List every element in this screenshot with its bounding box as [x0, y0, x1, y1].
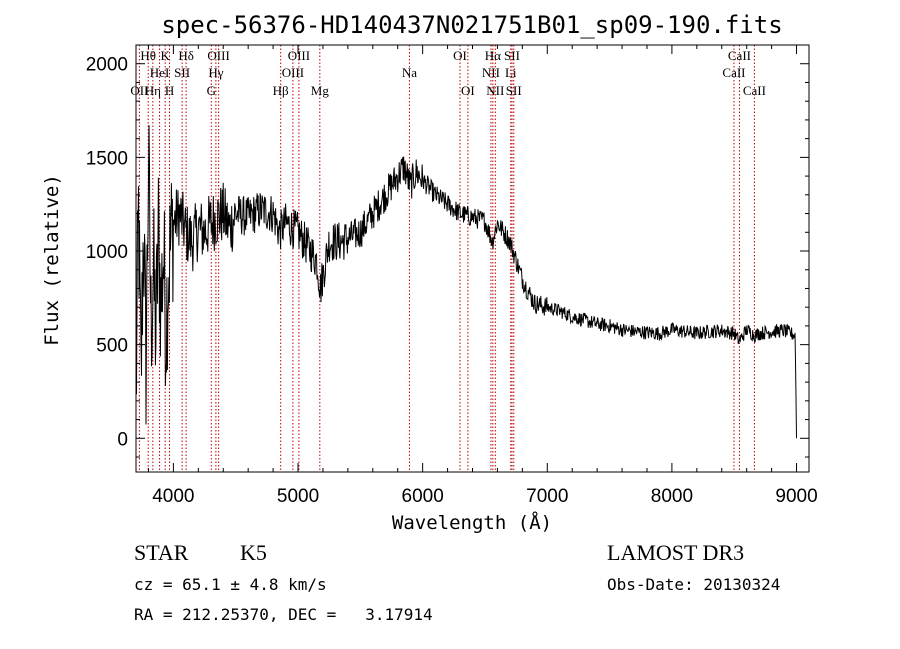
- spectral-line-label: G: [207, 83, 216, 98]
- spectral-line-markers: [138, 45, 755, 472]
- spectral-line-label: Hη: [145, 83, 161, 98]
- y-tick-label: 500: [96, 336, 128, 357]
- y-axis: 0 500 1000 1500 2000: [86, 55, 809, 458]
- coordinates: RA = 212.25370, DEC = 3.17914: [134, 605, 433, 624]
- spectral-line-label: NII: [482, 65, 500, 80]
- x-tick-label: 9000: [775, 486, 817, 507]
- spectral-line-label: H: [165, 83, 174, 98]
- spectral-line-label: CaII: [743, 83, 766, 98]
- x-tick-label: 6000: [402, 486, 444, 507]
- spectral-line-label: CaII: [722, 65, 745, 80]
- spectral-line-label: CaII: [728, 48, 751, 63]
- spectral-line-label: Hδ: [178, 48, 194, 63]
- flux-series-line: [135, 125, 797, 439]
- spectral-line-label: HeI: [150, 65, 170, 80]
- chart-title: spec-56376-HD140437N021751B01_sp09-190.f…: [161, 11, 782, 39]
- spectral-line-label: Hθ: [140, 48, 156, 63]
- spectral-line-label: Li: [505, 65, 517, 80]
- spectral-line-labels: OIIHθHηHeIKHSIIHδGHγOIIIHβOIIIOIIIMgNaOI…: [130, 48, 766, 98]
- x-tick-label: 5000: [277, 486, 319, 507]
- spectral-line-label: SII: [504, 48, 520, 63]
- y-tick-label: 0: [117, 429, 128, 450]
- x-tick-label: 7000: [526, 486, 568, 507]
- spectral-line-label: SII: [174, 65, 190, 80]
- y-tick-label: 2000: [86, 55, 128, 76]
- spectral-line-label: SII: [506, 83, 522, 98]
- object-class: STAR: [134, 540, 189, 565]
- spectral-line-label: NII: [486, 83, 504, 98]
- x-axis-label: Wavelength (Å): [392, 511, 552, 534]
- spectral-line-label: OIII: [288, 48, 310, 63]
- y-axis-label: Flux (relative): [41, 174, 63, 346]
- spectral-line-label: Hβ: [273, 83, 289, 98]
- y-tick-label: 1000: [86, 242, 128, 263]
- spectral-line-label: OIII: [207, 48, 229, 63]
- observation-date: Obs-Date: 20130324: [607, 575, 780, 594]
- redshift-value: cz = 65.1 ± 4.8 km/s: [134, 575, 327, 594]
- spectral-line-label: K: [160, 48, 170, 63]
- plot-frame: [135, 44, 810, 473]
- spectral-line-label: Mg: [311, 83, 330, 98]
- spectral-line-label: OI: [461, 83, 475, 98]
- object-subclass: K5: [240, 540, 267, 565]
- spectral-line-label: OI: [453, 48, 467, 63]
- spectral-line-label: OII: [130, 83, 148, 98]
- y-tick-label: 1500: [86, 148, 128, 169]
- x-tick-label: 8000: [651, 486, 693, 507]
- spectral-line-label: OIII: [282, 65, 304, 80]
- spectral-line-label: Hγ: [208, 65, 223, 80]
- spectral-line-label: Na: [402, 65, 417, 80]
- x-axis: 4000 5000 6000 7000 8000 9000: [147, 45, 818, 507]
- spectral-line-label: Hα: [485, 48, 501, 63]
- x-tick-label: 4000: [152, 486, 194, 507]
- survey-name: LAMOST DR3: [607, 540, 744, 565]
